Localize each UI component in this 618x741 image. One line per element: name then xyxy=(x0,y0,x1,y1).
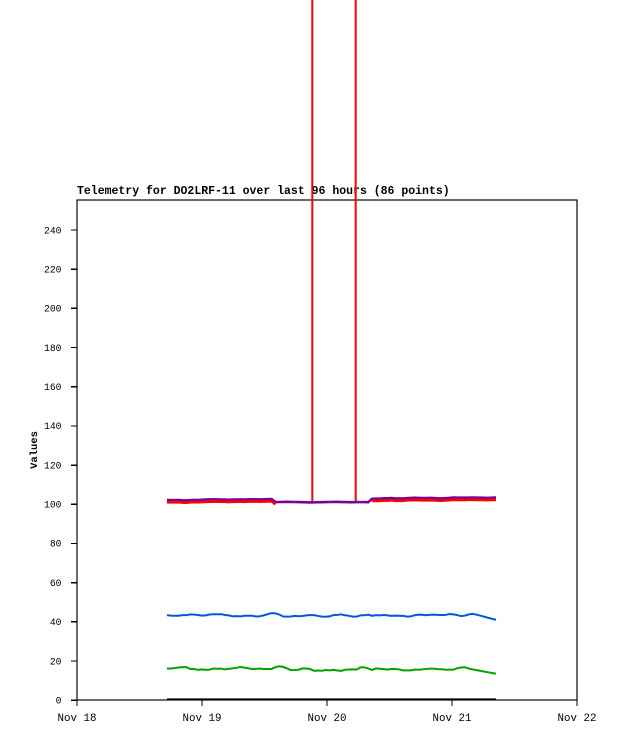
svg-text:Nov 21: Nov 21 xyxy=(433,713,472,725)
svg-text:60: 60 xyxy=(50,578,62,589)
svg-text:Nov 22: Nov 22 xyxy=(558,713,597,725)
svg-text:Nov 19: Nov 19 xyxy=(183,713,222,725)
svg-text:0: 0 xyxy=(56,695,62,706)
svg-text:160: 160 xyxy=(44,382,62,393)
svg-text:140: 140 xyxy=(44,421,62,432)
svg-text:Values: Values xyxy=(29,431,41,469)
svg-text:180: 180 xyxy=(44,343,62,354)
svg-text:200: 200 xyxy=(44,304,62,315)
svg-text:Nov 18: Nov 18 xyxy=(58,713,97,725)
svg-text:80: 80 xyxy=(50,539,62,550)
svg-text:Nov 20: Nov 20 xyxy=(308,713,347,725)
svg-text:40: 40 xyxy=(50,617,62,628)
svg-text:120: 120 xyxy=(44,460,62,471)
svg-text:240: 240 xyxy=(44,225,62,236)
svg-text:20: 20 xyxy=(50,656,62,667)
svg-text:220: 220 xyxy=(44,264,62,275)
svg-text:100: 100 xyxy=(44,500,62,511)
svg-text:Telemetry for DO2LRF-11 over l: Telemetry for DO2LRF-11 over last 96 hou… xyxy=(77,185,450,198)
